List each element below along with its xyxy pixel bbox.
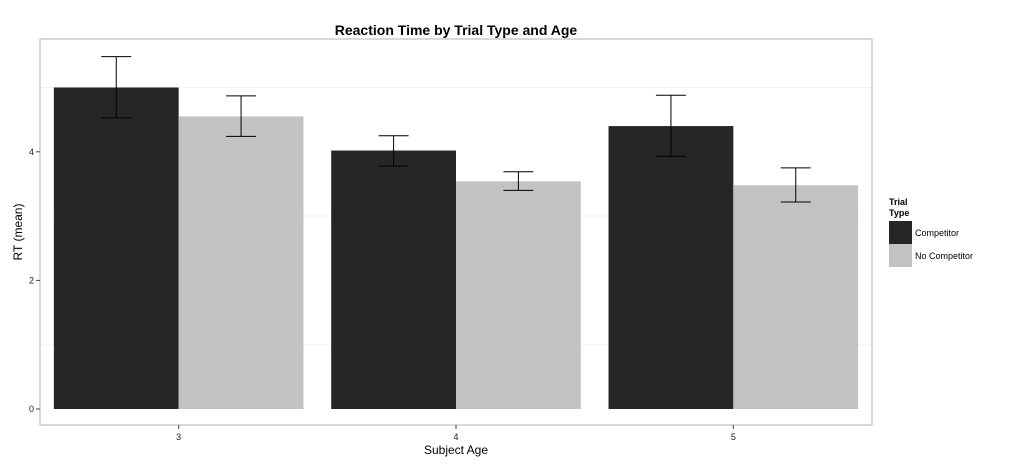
bars	[53, 87, 859, 409]
x-tick-label: 3	[176, 432, 181, 442]
error-bar	[503, 171, 534, 191]
x-axis-ticks: 3 4 5	[176, 425, 736, 442]
legend-label: Competitor	[915, 228, 959, 238]
y-tick-label: 0	[29, 404, 34, 414]
y-tick-label: 2	[29, 275, 34, 285]
bar-no-competitor-age-4	[456, 181, 581, 409]
bar-competitor-age-3	[53, 87, 179, 409]
error-bars	[101, 56, 811, 203]
x-axis-title: Subject Age	[424, 443, 488, 457]
bar-competitor-age-4	[331, 150, 456, 409]
x-tick-label: 5	[731, 432, 736, 442]
error-bar	[655, 94, 686, 157]
y-tick-label: 4	[29, 147, 34, 157]
legend-swatch-no-competitor	[889, 244, 912, 267]
legend-label: No Competitor	[915, 251, 973, 261]
y-axis-ticks: 0 2 4	[29, 147, 40, 414]
bar-competitor-age-5	[608, 126, 734, 409]
legend-title-line2: Type	[889, 208, 909, 218]
error-bar	[226, 95, 257, 137]
error-bar	[780, 167, 811, 203]
legend-items: Competitor No Competitor	[889, 221, 973, 267]
chart-title: Reaction Time by Trial Type and Age	[335, 22, 578, 38]
legend-swatch-competitor	[889, 221, 912, 244]
legend-title-line1: Trial	[889, 197, 908, 207]
error-bar	[378, 135, 409, 167]
y-axis-title: RT (mean)	[11, 204, 25, 261]
x-tick-label: 4	[453, 432, 458, 442]
legend: Trial Type Competitor No Competitor	[889, 197, 973, 267]
bar-no-competitor-age-5	[733, 185, 859, 409]
bar-no-competitor-age-3	[178, 116, 304, 409]
error-bar	[101, 56, 132, 119]
